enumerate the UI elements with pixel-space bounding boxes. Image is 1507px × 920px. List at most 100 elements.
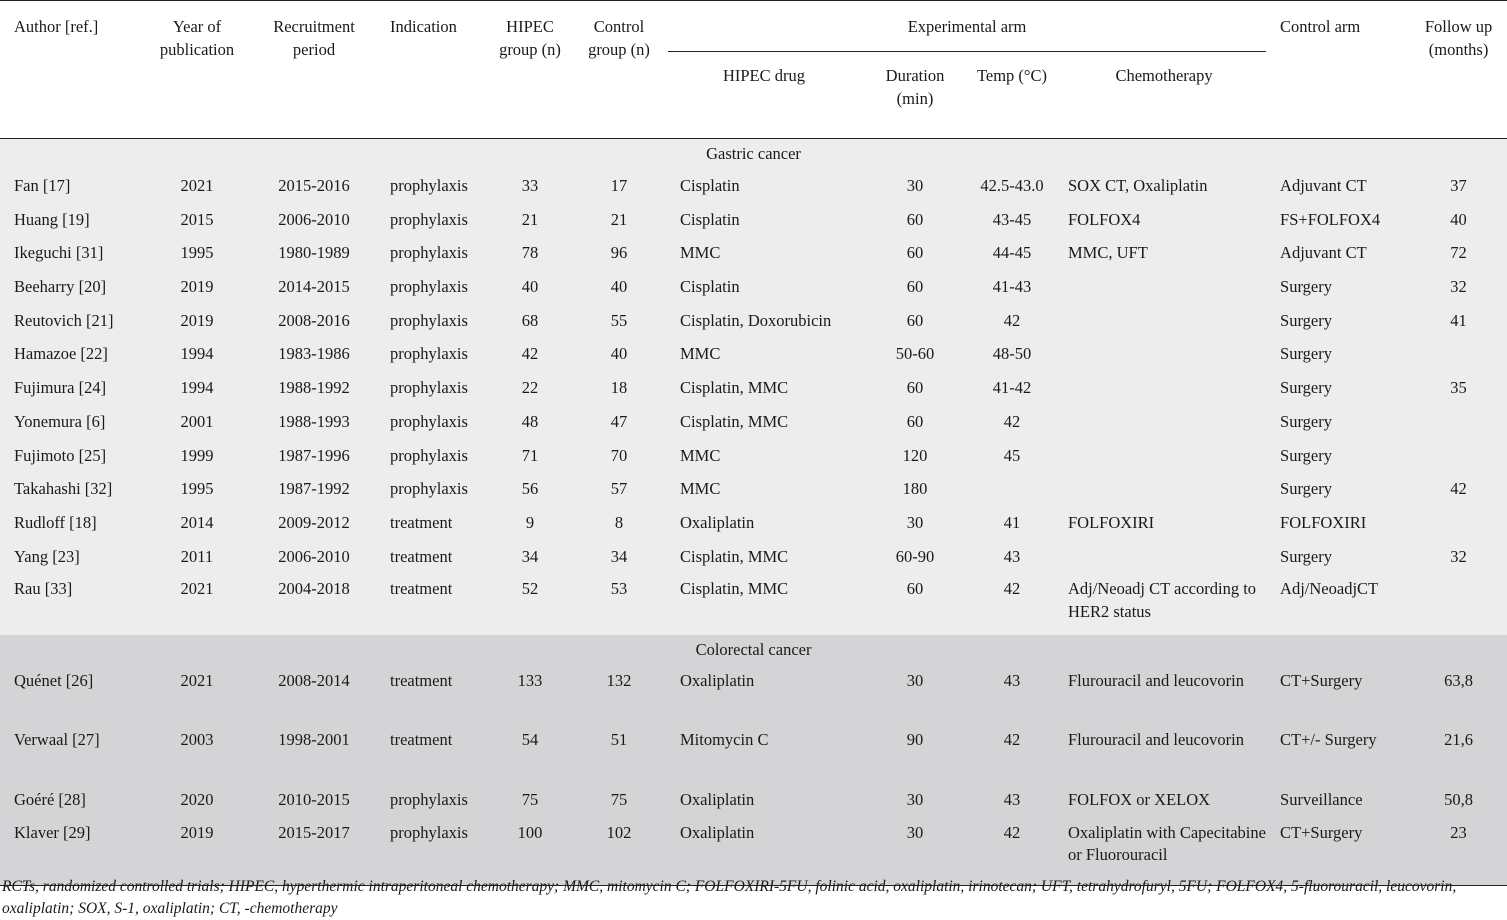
control-n-cell: 17 bbox=[574, 172, 664, 206]
temp-cell: 42 bbox=[966, 576, 1058, 636]
control-arm-cell: CT+Surgery bbox=[1270, 668, 1411, 728]
temp-cell: 42.5-43.0 bbox=[966, 172, 1058, 206]
table-header: Author [ref.] Year of publication Recrui… bbox=[0, 0, 1507, 139]
year-cell: 2019 bbox=[142, 819, 252, 886]
table-row: Huang [19] 2015 2006-2010 prophylaxis 21 21 Ci… bbox=[0, 205, 1507, 240]
year-cell: 2001 bbox=[142, 407, 252, 442]
duration-cell: 30 bbox=[864, 786, 966, 820]
chemotherapy-cell: Oxaliplatin with Capecitabine or Fluorou… bbox=[1058, 819, 1271, 886]
hipec-n-cell: 133 bbox=[486, 668, 574, 728]
chemotherapy-cell: FOLFOX or XELOX bbox=[1058, 786, 1271, 820]
table-row: Fujimoto [25] 1999 1987-1996 prophylaxis 71 7… bbox=[0, 441, 1507, 476]
table-row: Yang [23] 2011 2006-2010 treatment 34 34 Cispl… bbox=[0, 542, 1507, 577]
colorectal-section: Colorectal cancer Quénet [26] 2021 2008-20… bbox=[0, 635, 1507, 886]
header-chemotherapy: Chemotherapy bbox=[1058, 52, 1271, 139]
control-arm-cell: Surveillance bbox=[1270, 786, 1411, 820]
hipec-drug-cell: Oxaliplatin bbox=[664, 508, 864, 543]
year-cell: 2021 bbox=[142, 576, 252, 636]
follow-up-cell: 37 bbox=[1410, 172, 1507, 206]
header-follow-up: Follow up (months) bbox=[1410, 0, 1507, 139]
year-cell: 2003 bbox=[142, 727, 252, 787]
follow-up-cell: 32 bbox=[1410, 273, 1507, 307]
temp-cell: 42 bbox=[966, 819, 1058, 886]
hipec-drug-cell: Oxaliplatin bbox=[664, 819, 864, 886]
hipec-n-cell: 42 bbox=[486, 340, 574, 375]
table-row: Goéré [28] 2020 2010-2015 prophylaxis 75 75 Ox… bbox=[0, 786, 1507, 820]
section-label-gastric: Gastric cancer bbox=[0, 138, 1507, 172]
indication-cell: treatment bbox=[376, 727, 486, 787]
year-cell: 2020 bbox=[142, 786, 252, 820]
recruitment-period-cell: 2014-2015 bbox=[252, 273, 376, 307]
table-row: Quénet [26] 2021 2008-2014 treatment 133 132 O… bbox=[0, 668, 1507, 728]
author-cell: Huang [19] bbox=[0, 205, 142, 240]
recruitment-period-cell: 1988-1993 bbox=[252, 407, 376, 442]
table-row: Klaver [29] 2019 2015-2017 prophylaxis 100 10… bbox=[0, 819, 1507, 886]
indication-cell: prophylaxis bbox=[376, 374, 486, 408]
follow-up-cell: 35 bbox=[1410, 374, 1507, 408]
control-arm-cell: Surgery bbox=[1270, 441, 1411, 476]
control-n-cell: 53 bbox=[574, 576, 664, 636]
control-arm-cell: Surgery bbox=[1270, 340, 1411, 375]
indication-cell: prophylaxis bbox=[376, 205, 486, 240]
duration-cell: 120 bbox=[864, 441, 966, 476]
duration-cell: 60 bbox=[864, 306, 966, 341]
hipec-n-cell: 9 bbox=[486, 508, 574, 543]
indication-cell: prophylaxis bbox=[376, 273, 486, 307]
recruitment-period-cell: 2006-2010 bbox=[252, 205, 376, 240]
author-cell: Ikeguchi [31] bbox=[0, 239, 142, 274]
temp-cell: 41-42 bbox=[966, 374, 1058, 408]
hipec-drug-cell: Mitomycin C bbox=[664, 727, 864, 787]
temp-cell: 43 bbox=[966, 668, 1058, 728]
header-author: Author [ref.] bbox=[0, 0, 142, 139]
chemotherapy-cell: MMC, UFT bbox=[1058, 239, 1271, 274]
hipec-n-cell: 54 bbox=[486, 727, 574, 787]
duration-cell: 60-90 bbox=[864, 542, 966, 577]
header-recruitment: Recruitment period bbox=[252, 0, 376, 139]
follow-up-cell: 40 bbox=[1410, 205, 1507, 240]
chemotherapy-cell bbox=[1058, 340, 1271, 375]
hipec-drug-cell: Cisplatin, MMC bbox=[664, 374, 864, 408]
header-hipec-group: HIPEC group (n) bbox=[486, 0, 574, 139]
year-cell: 2014 bbox=[142, 508, 252, 543]
control-arm-cell: CT+Surgery bbox=[1270, 819, 1411, 886]
control-arm-cell: Surgery bbox=[1270, 374, 1411, 408]
author-cell: Takahashi [32] bbox=[0, 475, 142, 509]
author-cell: Goéré [28] bbox=[0, 786, 142, 820]
control-n-cell: 55 bbox=[574, 306, 664, 341]
recruitment-period-cell: 2009-2012 bbox=[252, 508, 376, 543]
duration-cell: 60 bbox=[864, 374, 966, 408]
control-n-cell: 18 bbox=[574, 374, 664, 408]
author-cell: Yang [23] bbox=[0, 542, 142, 577]
hipec-n-cell: 22 bbox=[486, 374, 574, 408]
duration-cell: 30 bbox=[864, 172, 966, 206]
control-arm-cell: Surgery bbox=[1270, 306, 1411, 341]
hipec-drug-cell: Cisplatin, MMC bbox=[664, 407, 864, 442]
follow-up-cell: 41 bbox=[1410, 306, 1507, 341]
duration-cell: 30 bbox=[864, 819, 966, 886]
temp-cell: 48-50 bbox=[966, 340, 1058, 375]
header-control-group: Control group (n) bbox=[574, 0, 664, 139]
hipec-drug-cell: MMC bbox=[664, 239, 864, 274]
experimental-arm-rule bbox=[668, 51, 1267, 52]
header-control-arm: Control arm bbox=[1270, 0, 1411, 139]
chemotherapy-cell: Adj/Neoadj CT according to HER2 status bbox=[1058, 576, 1271, 636]
hipec-n-cell: 52 bbox=[486, 576, 574, 636]
control-n-cell: 34 bbox=[574, 542, 664, 577]
control-n-cell: 70 bbox=[574, 441, 664, 476]
table-row: Fujimura [24] 1994 1988-1992 prophylaxis 22 1… bbox=[0, 374, 1507, 408]
hipec-n-cell: 48 bbox=[486, 407, 574, 442]
recruitment-period-cell: 2008-2014 bbox=[252, 668, 376, 728]
control-n-cell: 47 bbox=[574, 407, 664, 442]
control-n-cell: 96 bbox=[574, 239, 664, 274]
control-n-cell: 40 bbox=[574, 340, 664, 375]
duration-cell: 60 bbox=[864, 205, 966, 240]
hipec-drug-cell: MMC bbox=[664, 475, 864, 509]
duration-cell: 60 bbox=[864, 407, 966, 442]
control-n-cell: 57 bbox=[574, 475, 664, 509]
header-experimental-arm-label: Experimental arm bbox=[907, 17, 1027, 36]
header-temp: Temp (°C) bbox=[966, 52, 1058, 139]
year-cell: 2019 bbox=[142, 273, 252, 307]
hipec-n-cell: 21 bbox=[486, 205, 574, 240]
table-footnote: RCTs, randomized controlled trials; HIPE… bbox=[2, 878, 1457, 917]
